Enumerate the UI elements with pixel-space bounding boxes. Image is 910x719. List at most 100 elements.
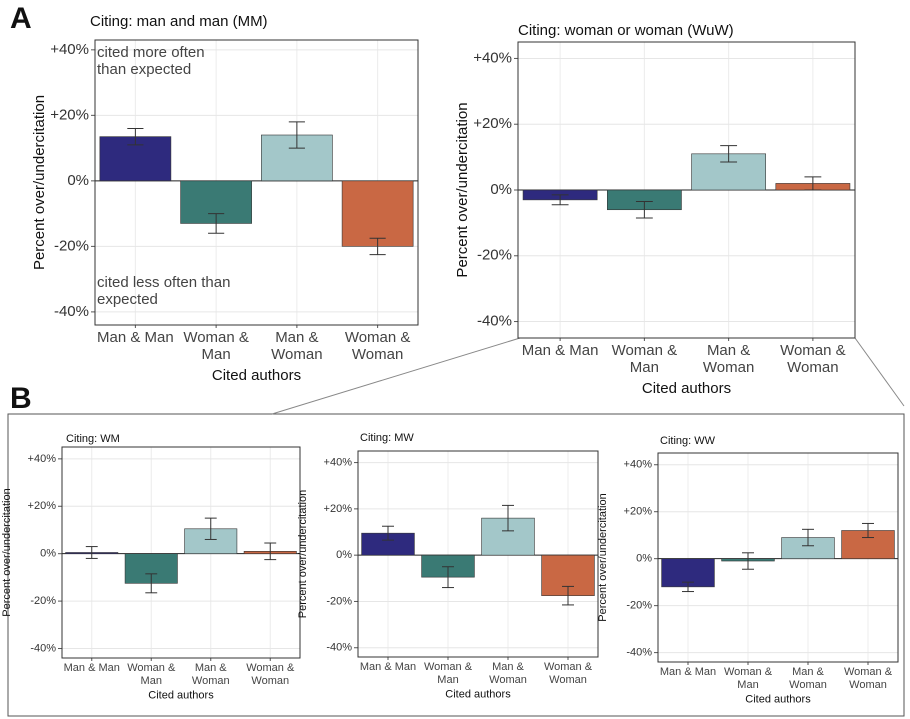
x-tick-label: Man & Man xyxy=(63,662,120,674)
x-tick-label: Man & Man xyxy=(97,329,174,346)
y-axis-title: Percent over/undercitation xyxy=(1,488,13,616)
y-tick-label: -20% xyxy=(326,595,352,607)
x-tick-label-box: Woman & Man xyxy=(183,329,249,364)
plot-frame xyxy=(94,39,419,326)
chart-title: Citing: man and man (MM) xyxy=(90,13,268,30)
y-axis-title: Percent over/undercitation xyxy=(31,95,48,270)
x-axis-title: Cited authors xyxy=(445,688,511,700)
y-tick-label: 0% xyxy=(490,181,512,198)
x-tick-label: Woman & Man xyxy=(127,662,176,687)
x-tick-label-box: Man & Man xyxy=(659,666,717,678)
x-tick-label-box: Woman & Woman xyxy=(843,666,893,691)
x-axis-title: Cited authors xyxy=(745,693,811,705)
x-tick-label: Man & Man xyxy=(659,666,717,678)
annotation-box: cited more often than expected xyxy=(97,44,205,79)
y-tick-label: +40% xyxy=(624,459,653,471)
chart-title: Citing: woman or woman (WuW) xyxy=(518,22,734,39)
error-bar xyxy=(369,237,386,256)
y-tick-label: +40% xyxy=(50,41,89,58)
connector xyxy=(271,337,521,415)
error-bar xyxy=(208,213,225,234)
x-tick-label-box: Man & Woman xyxy=(271,329,323,364)
y-tick-label: +20% xyxy=(28,500,57,512)
panel-b-frame xyxy=(7,413,905,717)
y-tick-label: 0% xyxy=(40,548,56,560)
y-tick-label: -20% xyxy=(626,600,652,612)
x-tick-label-box: Man & Woman xyxy=(489,661,527,686)
x-tick-label: Woman & Man xyxy=(611,342,678,377)
bar xyxy=(341,180,414,247)
y-tick-label: -20% xyxy=(54,237,89,254)
error-bar xyxy=(85,546,98,559)
annotation: cited more often than expected xyxy=(97,44,205,79)
error-bar xyxy=(742,552,754,570)
connector xyxy=(854,337,905,407)
x-tick-label: Woman & Woman xyxy=(246,662,295,687)
chart-title: Citing: WM xyxy=(66,433,120,445)
y-axis-title: Percent over/undercitation xyxy=(297,490,309,618)
plot-frame xyxy=(517,41,856,339)
x-tick-label-box: Woman & Man xyxy=(127,662,176,687)
y-tick-label: +20% xyxy=(624,506,653,518)
error-bar xyxy=(682,581,694,593)
plot-frame xyxy=(657,452,899,663)
y-tick-label: +40% xyxy=(473,49,512,66)
x-tick-label-box: Man & Man xyxy=(521,342,599,359)
x-tick-label: Man & Woman xyxy=(191,662,230,687)
y-tick-label: +40% xyxy=(28,453,57,465)
y-tick-label: -40% xyxy=(326,642,352,654)
y-tick-label: +20% xyxy=(324,503,353,515)
error-bar xyxy=(204,517,217,540)
x-tick-label: Woman & Woman xyxy=(780,342,846,377)
error-bar xyxy=(145,573,158,594)
y-tick-label: +20% xyxy=(473,115,512,132)
x-axis-title: Cited authors xyxy=(642,380,731,397)
y-tick-label: 0% xyxy=(67,172,89,189)
y-tick-label: -40% xyxy=(30,642,56,654)
x-tick-label-box: Woman & Woman xyxy=(780,342,846,377)
y-tick-label: -20% xyxy=(30,595,56,607)
x-tick-label: Man & Woman xyxy=(702,342,755,377)
x-tick-label-box: Woman & Man xyxy=(723,666,773,691)
y-tick-label: +40% xyxy=(324,456,353,468)
x-tick-label: Man & Woman xyxy=(271,329,323,364)
x-axis-title: Cited authors xyxy=(212,367,301,384)
error-bar xyxy=(804,176,822,191)
x-tick-label: Woman & Woman xyxy=(344,329,411,364)
x-tick-label-box: Woman & Man xyxy=(424,661,472,686)
y-tick-label: -40% xyxy=(477,313,512,330)
x-tick-label-box: Man & Man xyxy=(97,329,174,346)
y-tick-label: 0% xyxy=(636,553,652,565)
panel-label: B xyxy=(10,382,32,415)
x-tick-label: Woman & Woman xyxy=(543,661,593,686)
chart-title: Citing: WW xyxy=(660,435,716,447)
error-bar xyxy=(635,201,653,219)
error-bar xyxy=(502,504,514,532)
x-tick-label: Man & Man xyxy=(359,661,417,673)
plot-frame xyxy=(357,450,599,658)
y-axis-title: Percent over/undercitation xyxy=(597,493,609,621)
x-tick-label-box: Man & Woman xyxy=(191,662,230,687)
y-axis-title: Percent over/undercitation xyxy=(454,102,471,277)
x-tick-label: Man & Man xyxy=(521,342,599,359)
x-tick-label: Man & Woman xyxy=(489,661,527,686)
x-axis-title: Cited authors xyxy=(148,689,214,701)
annotation: cited less often than expected xyxy=(97,274,231,309)
y-tick-label: -40% xyxy=(626,647,652,659)
error-bar xyxy=(442,566,454,589)
x-tick-label: Woman & Woman xyxy=(843,666,893,691)
x-tick-label: Woman & Man xyxy=(183,329,249,364)
x-tick-label: Woman & Man xyxy=(723,666,773,691)
error-bar xyxy=(127,127,144,146)
x-tick-label-box: Man & Man xyxy=(63,662,120,674)
error-bar xyxy=(382,525,394,541)
annotation-box: cited less often than expected xyxy=(97,274,231,309)
y-tick-label: 0% xyxy=(336,549,352,561)
plot-frame xyxy=(61,446,301,659)
y-tick-label: -20% xyxy=(477,247,512,264)
y-tick-label: +20% xyxy=(50,106,89,123)
error-bar xyxy=(288,121,305,149)
x-tick-label: Man & Woman xyxy=(789,666,827,691)
